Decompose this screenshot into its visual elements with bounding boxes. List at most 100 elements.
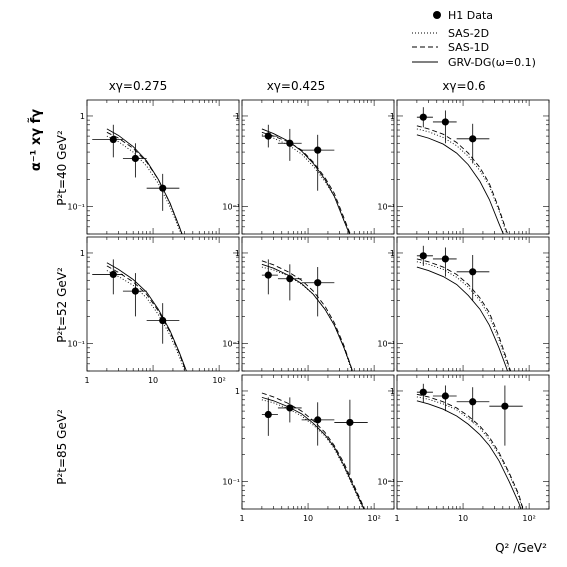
h1-data-point: [264, 410, 272, 419]
h1-data-point: [419, 388, 427, 396]
row-label-pt40: P²t=40 GeV²: [55, 130, 69, 206]
curve-grv-dg: [106, 262, 187, 371]
panel-frame: [241, 374, 395, 510]
panel-frame: [241, 99, 395, 235]
curve-grv-dg: [106, 128, 183, 234]
curve-grv-dg: [261, 396, 365, 509]
y-tick-label: 1: [390, 112, 395, 121]
y-tick-label: 10⁻¹: [222, 478, 240, 487]
y-tick-label: 10⁻¹: [377, 340, 395, 349]
panel-curves: [261, 128, 351, 234]
panel-frame: [396, 236, 550, 372]
panel-frame: [241, 236, 395, 372]
y-tick-label: 10⁻¹: [377, 203, 395, 212]
panel-r1-c2: 10⁻¹ 1: [377, 236, 550, 372]
curve-grv-dg: [416, 400, 522, 509]
h1-data-point: [286, 275, 294, 283]
y-axis-title: α⁻¹ xγ f̃γ: [29, 109, 44, 171]
y-tick-label: 10⁻¹: [67, 340, 85, 349]
curve-sas-2d: [416, 261, 511, 371]
panel-frame: [86, 236, 240, 372]
y-tick-label: 1: [390, 249, 395, 258]
h1-data-point: [159, 184, 167, 192]
h1-data-point: [469, 268, 477, 276]
panel-r0-c1: 10⁻¹ 1: [222, 99, 395, 235]
panel-r2-c1: 10⁻¹ 1 1 10 10²: [222, 374, 395, 523]
curve-sas-1d: [106, 131, 183, 234]
x-tick-label: 1: [84, 376, 89, 385]
panel-curves: [106, 262, 187, 371]
y-tick-label: 1: [80, 112, 85, 121]
x-tick-label: 10: [148, 376, 158, 385]
panel-r0-c0: 10⁻¹ 1: [67, 99, 240, 235]
y-tick-label: 10⁻¹: [222, 203, 240, 212]
legend-h1-label: H1 Data: [448, 9, 493, 22]
legend-sas2d-label: SAS-2D: [448, 27, 489, 40]
panel-curves: [416, 125, 509, 234]
panel-curves: [261, 260, 353, 371]
curve-grv-dg: [416, 266, 508, 371]
curve-sas-1d: [261, 392, 366, 509]
h1-data-point: [419, 252, 427, 260]
legend-sas1d-label: SAS-1D: [448, 41, 489, 54]
h1-data-point: [286, 139, 294, 147]
curve-sas-1d: [416, 393, 524, 509]
h1-data-point: [159, 316, 167, 325]
y-tick-label: 10⁻¹: [67, 203, 85, 212]
h1-data-point: [441, 118, 449, 126]
h1-data-point: [314, 146, 322, 154]
x-tick-label: 1: [394, 514, 399, 523]
h1-data-point: [131, 287, 139, 295]
y-tick-label: 1: [80, 249, 85, 258]
panel-curves: [416, 258, 512, 371]
panel-curves: [106, 128, 183, 234]
y-tick-label: 10⁻¹: [377, 478, 395, 487]
curve-grv-dg: [261, 263, 353, 371]
curve-sas-1d: [261, 260, 353, 371]
legend: H1 Data SAS-2D SAS-1D GRV-DG(ω=0.1): [412, 9, 536, 69]
h1-data-point: [419, 113, 427, 121]
panel-curves: [416, 393, 524, 509]
curve-sas-1d: [416, 125, 509, 234]
h1-data-point: [314, 416, 322, 424]
legend-grv-label: GRV-DG(ω=0.1): [448, 56, 536, 69]
x-tick-label: 10: [458, 514, 468, 523]
panel-r0-c2: 10⁻¹ 1: [377, 99, 550, 235]
x-tick-label: 10: [303, 514, 313, 523]
row-label-pt52: P²t=52 GeV²: [55, 267, 69, 343]
curve-sas-1d: [261, 131, 351, 234]
h1-data-point: [131, 154, 139, 163]
curve-sas-2d: [416, 128, 508, 234]
x-tick-label: 10²: [367, 514, 380, 523]
panel-frame: [396, 374, 550, 510]
y-tick-label: 1: [235, 249, 240, 258]
y-tick-label: 10⁻¹: [222, 340, 240, 349]
h1-data-point: [441, 392, 449, 400]
curve-grv-dg: [261, 128, 350, 234]
panel-curves: [261, 392, 366, 509]
panel-r1-c0: 10⁻¹ 1 1 10 10²: [67, 236, 240, 385]
panel-frame: [396, 99, 550, 235]
panel-r2-c2: 10⁻¹ 1 1 10 10²: [377, 374, 550, 523]
h1-data-point: [264, 132, 272, 140]
curve-sas-2d: [416, 396, 523, 509]
h1-data-point: [286, 404, 294, 412]
x-tick-label: 10²: [522, 514, 535, 523]
curve-sas-1d: [416, 258, 512, 371]
curve-sas-2d: [106, 270, 186, 371]
h1-data-point: [109, 135, 117, 144]
curve-sas-2d: [106, 135, 182, 234]
h1-data-point: [314, 279, 322, 287]
curve-sas-2d: [261, 266, 353, 371]
h1-data-point: [469, 135, 477, 143]
legend-h1-marker: [433, 11, 441, 19]
x-tick-label: 1: [239, 514, 244, 523]
panel-frame: [86, 99, 240, 235]
curve-grv-dg: [416, 134, 504, 234]
column-header-x0275: xγ=0.275: [109, 79, 168, 93]
h1-data-point: [501, 402, 509, 410]
h1-data-point: [346, 418, 354, 427]
x-tick-label: 10²: [212, 376, 225, 385]
